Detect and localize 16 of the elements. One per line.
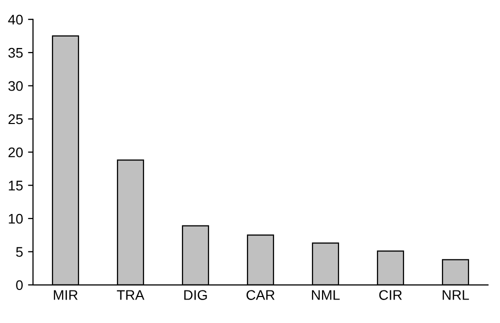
y-tick-label: 5 <box>16 247 23 257</box>
x-tick-label: NRL <box>442 290 469 300</box>
x-tick-label: NML <box>312 290 340 300</box>
x-tick-label: TRA <box>116 290 144 300</box>
y-tick-label: 35 <box>8 48 23 58</box>
y-tick-label: 20 <box>8 147 23 158</box>
x-tick-label: MIR <box>54 290 78 300</box>
y-tick-label: 15 <box>8 180 23 190</box>
y-tick-label: 40 <box>8 14 23 25</box>
x-tick-label: CAR <box>246 290 275 300</box>
y-tick-label: 25 <box>8 114 23 124</box>
y-tick-label: 10 <box>8 214 23 224</box>
y-tick-label: 30 <box>8 81 23 91</box>
x-tick-label: DIG <box>184 290 207 300</box>
x-tick-label: CIR <box>379 290 402 300</box>
y-tick-label: 0 <box>16 280 23 290</box>
